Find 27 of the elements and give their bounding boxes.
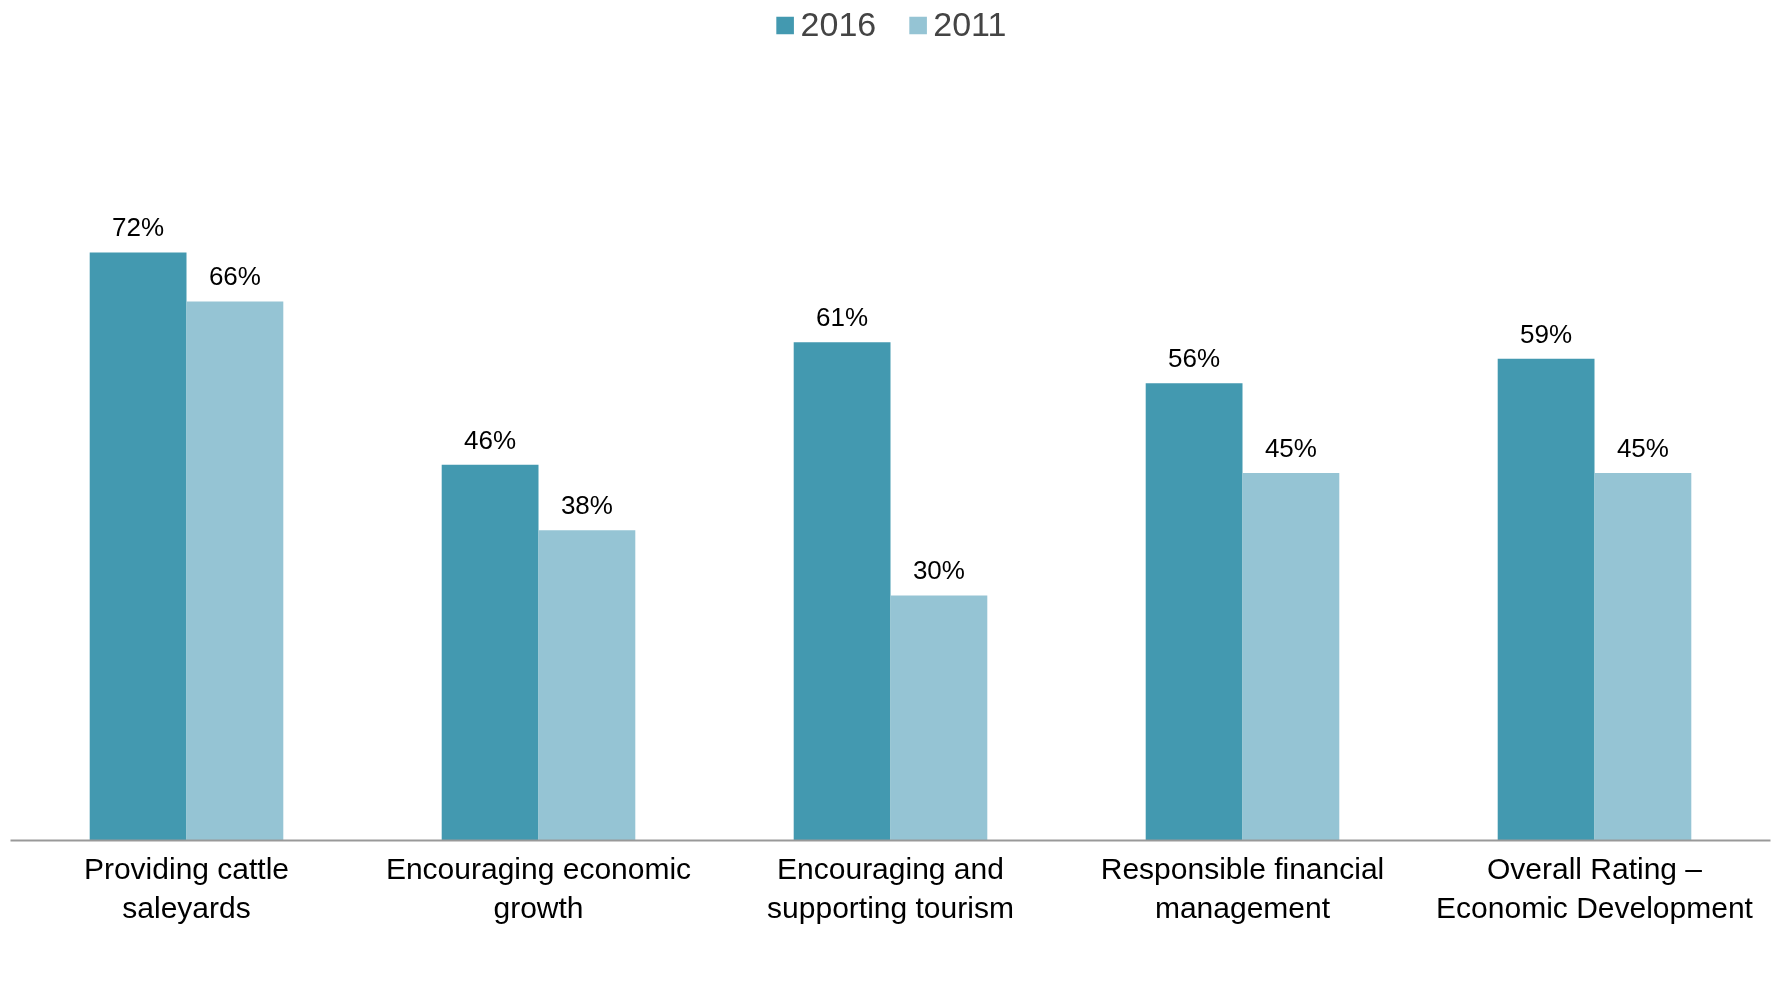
x-tick-label: Encouraging economic growth: [385, 851, 692, 925]
x-tick-label: Providing cattle saleyards: [83, 851, 290, 925]
bar: [441, 464, 539, 841]
data-label: 38%: [560, 490, 613, 521]
legend-label: 2016: [800, 5, 877, 44]
legend-label: 2011: [933, 5, 1007, 44]
x-tick-label: Encouraging and supporting tourism: [767, 851, 1014, 925]
bar: [793, 342, 891, 841]
x-tick-label: Overall Rating – Economic Development: [1436, 851, 1754, 925]
data-label: 56%: [1168, 343, 1221, 374]
bar: [1594, 472, 1692, 841]
bar: [89, 252, 187, 841]
bar: [1145, 383, 1243, 841]
data-label: 30%: [912, 555, 965, 586]
data-label: 46%: [464, 424, 517, 455]
bar: [538, 530, 636, 841]
bar: [890, 595, 988, 841]
data-label: 59%: [1520, 318, 1573, 349]
data-label: 45%: [1616, 432, 1669, 463]
x-tick-label: Responsible financial management: [1100, 851, 1385, 925]
data-label: 72%: [112, 212, 165, 243]
bar: [186, 301, 284, 841]
data-label: 66%: [208, 261, 261, 292]
data-label: 45%: [1264, 432, 1317, 463]
data-label: 61%: [816, 302, 869, 333]
bar: [1497, 358, 1595, 841]
bar: [1242, 472, 1340, 841]
